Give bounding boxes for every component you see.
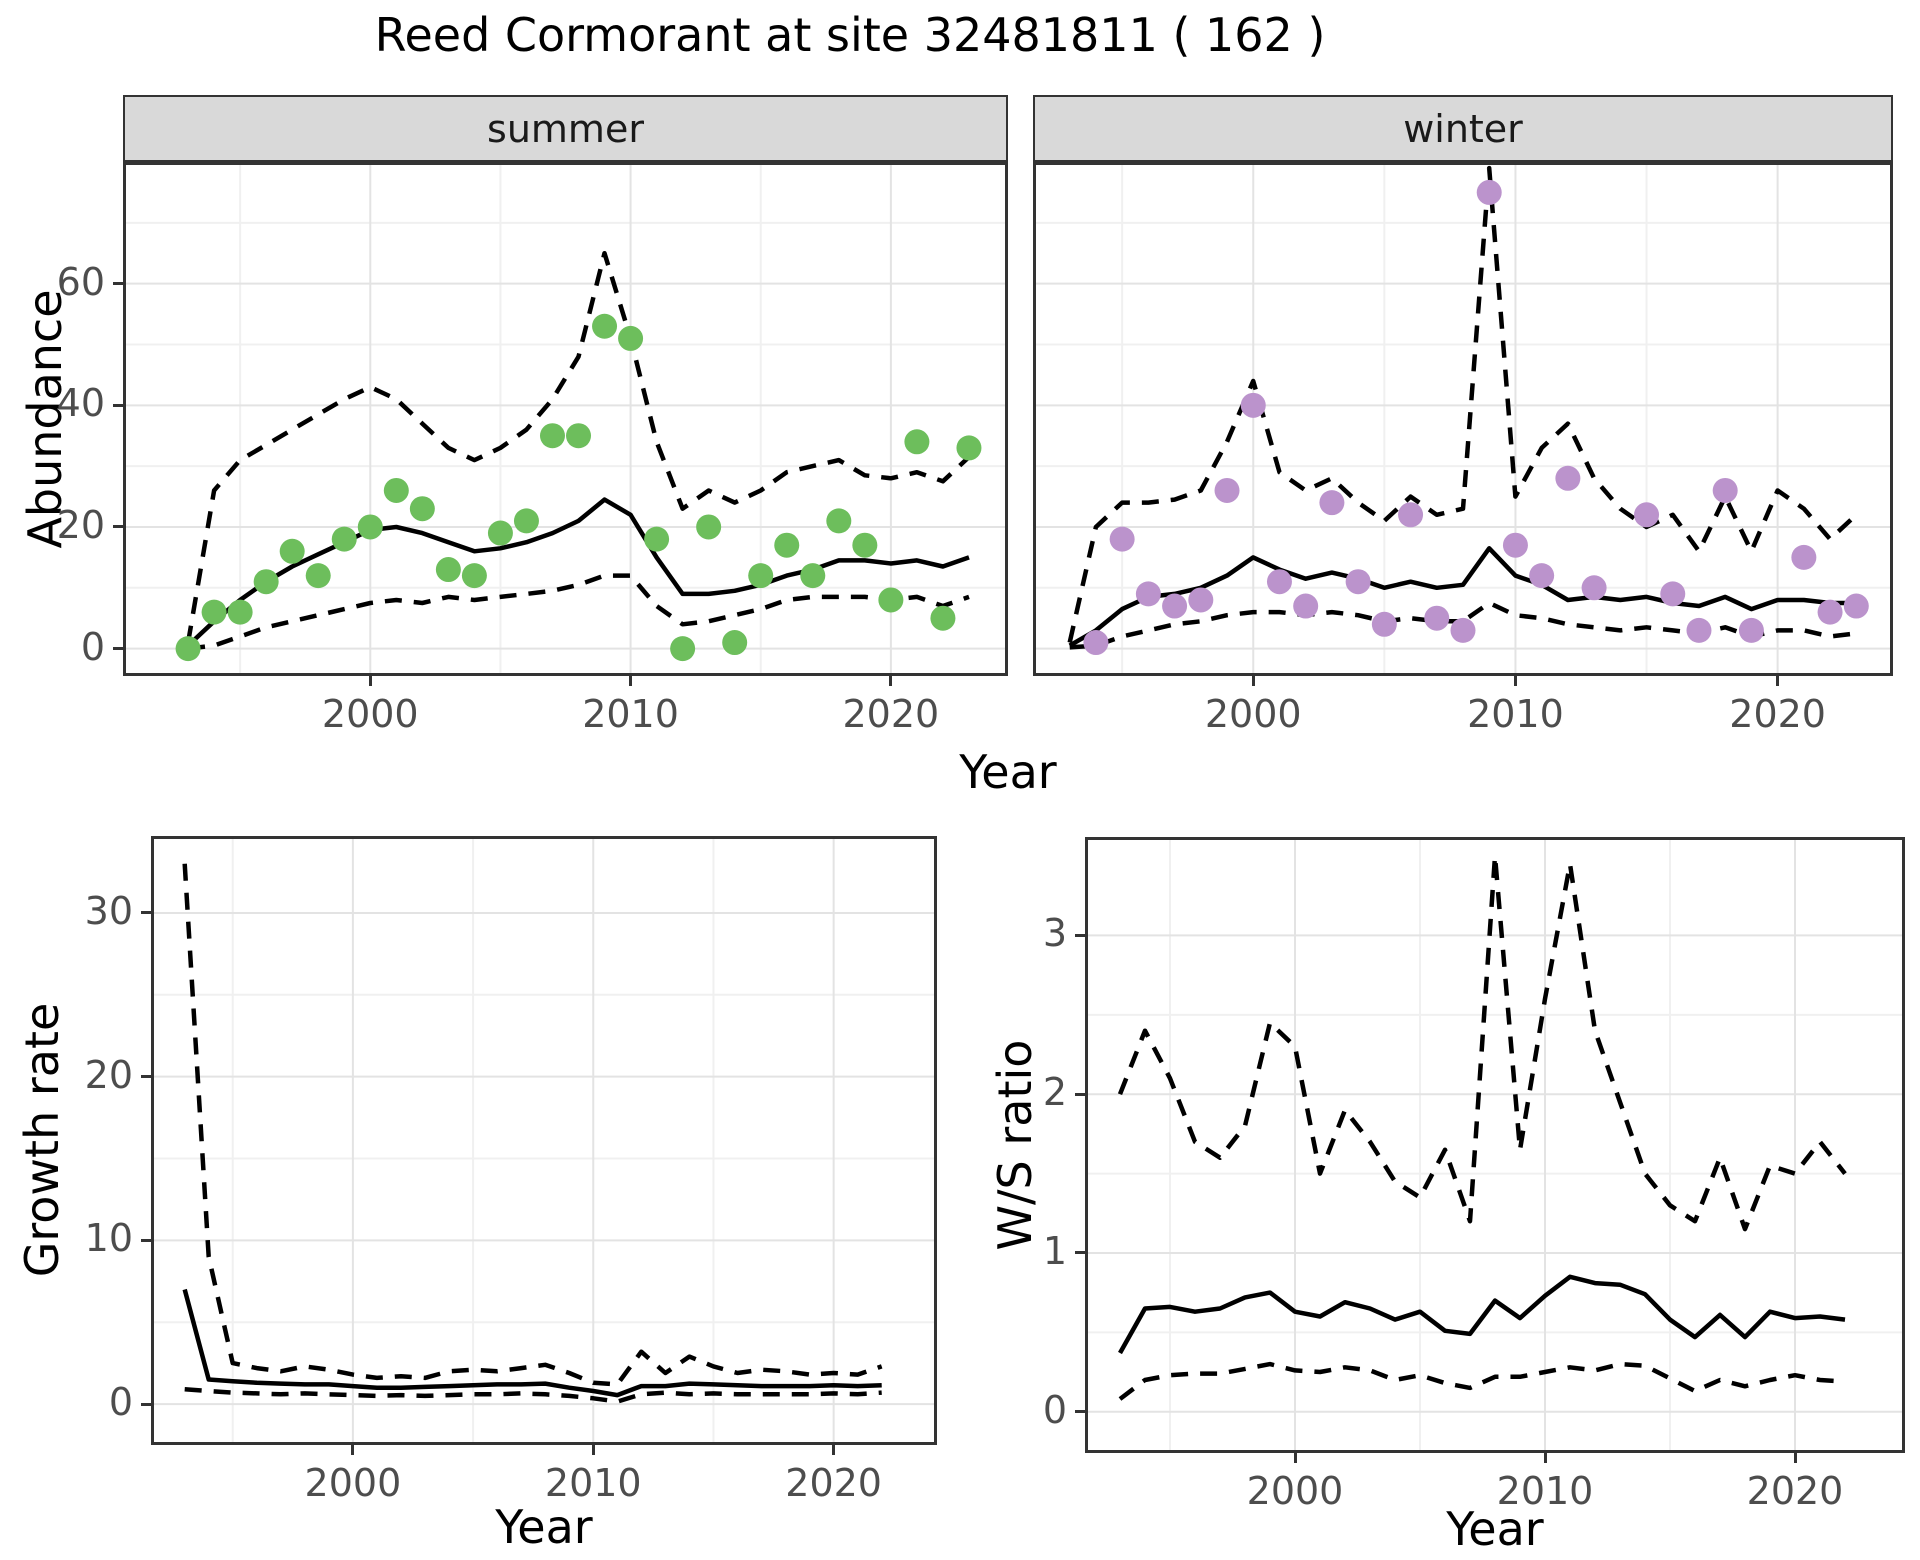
y-tick-label: 3 (1042, 911, 1067, 956)
y-tick-mark (1075, 1251, 1085, 1255)
y-tick-mark (1075, 933, 1085, 937)
x-tick-label: 2020 (842, 692, 940, 736)
y-tick-mark (1075, 1092, 1085, 1096)
x-tick-label: 2020 (1746, 1469, 1844, 1513)
y-tick-mark (1075, 1410, 1085, 1414)
ws-ratio-axis-title: W/S ratio (988, 1039, 1042, 1251)
y-tick-mark (141, 911, 151, 915)
winter-abundance-plot (1033, 162, 1893, 676)
x-tick-label: 2000 (1246, 1469, 1344, 1513)
y-tick-label: 60 (56, 259, 105, 304)
y-tick-label: 0 (108, 1379, 133, 1424)
y-tick-label: 0 (80, 624, 105, 669)
facet-strip-winter: winter (1033, 95, 1893, 162)
y-tick-label: 1 (1042, 1228, 1067, 1273)
top-year-axis-title: Year (959, 745, 1057, 799)
growth-rate-plot (151, 836, 937, 1445)
x-tick-label: 2010 (1496, 1469, 1594, 1513)
x-tick-mark (889, 676, 893, 686)
x-tick-mark (1293, 1453, 1297, 1463)
summer-abundance-plot (123, 162, 1008, 676)
y-tick-mark (141, 1075, 151, 1079)
facet-strip-summer: summer (123, 95, 1008, 162)
x-tick-mark (832, 1445, 836, 1455)
facet-strip-winter-label: winter (1403, 106, 1523, 151)
x-tick-label: 2010 (1467, 692, 1564, 736)
facet-strip-summer-label: summer (487, 106, 644, 151)
y-tick-label: 0 (1042, 1387, 1067, 1432)
x-tick-mark (591, 1445, 595, 1455)
y-tick-label: 20 (56, 502, 105, 547)
x-tick-mark (1251, 676, 1255, 686)
x-tick-label: 2000 (304, 1461, 402, 1505)
x-tick-label: 2010 (544, 1461, 642, 1505)
x-tick-label: 2020 (1729, 692, 1826, 736)
y-tick-label: 30 (84, 888, 133, 933)
x-tick-mark (1513, 676, 1517, 686)
x-tick-mark (1793, 1453, 1797, 1463)
x-tick-label: 2000 (321, 692, 419, 736)
ws-ratio-plot (1085, 837, 1905, 1453)
growth-rate-axis-title: Growth rate (15, 1002, 69, 1278)
x-tick-mark (1776, 676, 1780, 686)
x-tick-mark (1543, 1453, 1547, 1463)
y-tick-label: 20 (84, 1052, 133, 1097)
figure-title: Reed Cormorant at site 32481811 ( 162 ) (374, 8, 1326, 62)
ws-year-axis-title: Year (1446, 1502, 1544, 1556)
x-tick-label: 2020 (785, 1461, 882, 1505)
y-tick-mark (141, 1238, 151, 1242)
y-tick-mark (113, 403, 123, 407)
x-tick-mark (629, 676, 633, 686)
x-tick-mark (368, 676, 372, 686)
x-tick-label: 2000 (1204, 692, 1302, 736)
y-tick-label: 10 (84, 1216, 133, 1261)
y-tick-mark (113, 282, 123, 286)
growth-year-axis-title: Year (495, 1500, 593, 1554)
x-tick-label: 2010 (582, 692, 679, 736)
y-tick-label: 2 (1042, 1069, 1067, 1114)
y-tick-mark (113, 647, 123, 651)
x-tick-mark (351, 1445, 355, 1455)
y-tick-mark (113, 525, 123, 529)
y-tick-mark (141, 1402, 151, 1406)
y-tick-label: 40 (56, 381, 105, 426)
